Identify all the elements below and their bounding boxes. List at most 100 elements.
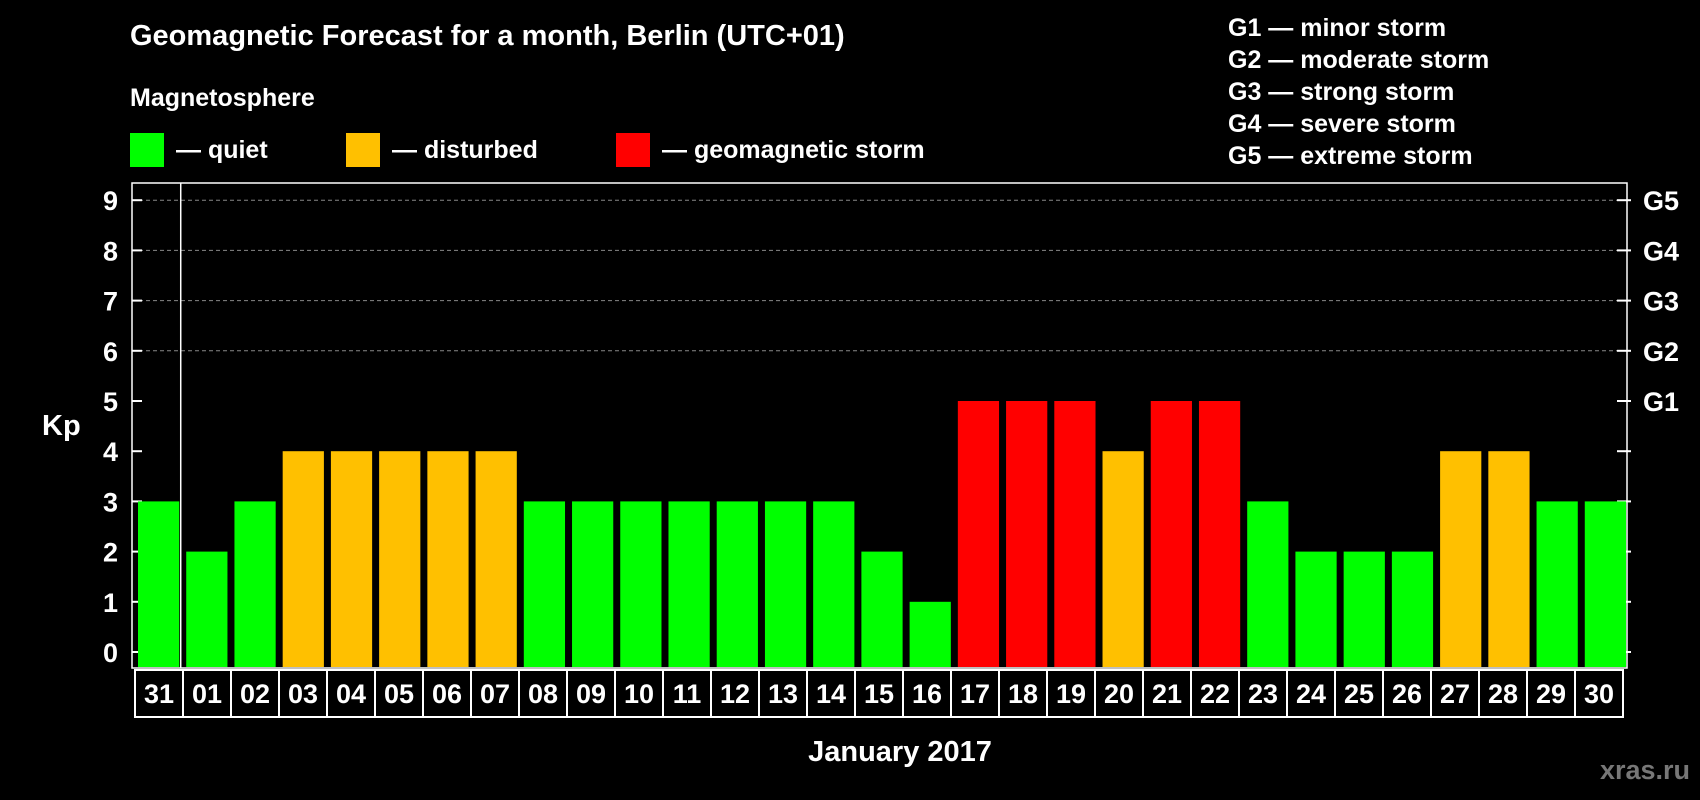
y-tick-label-8: 8 (103, 236, 118, 266)
x-tick-label-29: 29 (1536, 679, 1566, 709)
legend-label-quiet: — quiet (176, 135, 268, 164)
bar-12 (716, 501, 758, 667)
x-tick-label-20: 20 (1104, 679, 1134, 709)
x-tick-label-21: 21 (1152, 679, 1182, 709)
right-tick-label-g4: G4 (1643, 236, 1679, 266)
legend-disturbed: — disturbed (346, 133, 538, 167)
bar-25 (1343, 551, 1385, 667)
legend-label-storm: — geomagnetic storm (662, 135, 925, 164)
chart-title: Geomagnetic Forecast for a month, Berlin… (130, 20, 845, 52)
bar-29 (1536, 501, 1578, 667)
bar-18 (1006, 401, 1048, 667)
storm-scale-legend: G1 — minor storm G2 — moderate storm G3 … (1228, 12, 1489, 172)
bar-08 (523, 501, 566, 667)
bar-27 (1440, 451, 1482, 667)
x-tick-label-13: 13 (768, 679, 798, 709)
bar-15 (861, 551, 903, 667)
x-tick-label-24: 24 (1296, 679, 1326, 709)
x-tick-label-15: 15 (864, 679, 894, 709)
bar-30 (1584, 501, 1626, 667)
x-tick-label-19: 19 (1056, 679, 1086, 709)
x-tick-label-22: 22 (1200, 679, 1230, 709)
x-tick-label-05: 05 (384, 679, 414, 709)
chart-subtitle: Magnetosphere (130, 84, 315, 112)
x-tick-label-18: 18 (1008, 679, 1038, 709)
x-tick-label-16: 16 (912, 679, 942, 709)
y-tick-label-2: 2 (103, 538, 118, 568)
legend-label-disturbed: — disturbed (392, 135, 538, 164)
bar-03 (282, 451, 324, 667)
x-axis-label: January 2017 (808, 736, 992, 768)
bar-26 (1391, 551, 1434, 667)
storm-scale-g1: G1 — minor storm (1228, 14, 1447, 42)
legend-swatch-disturbed (346, 133, 380, 167)
right-tick-label-g5: G5 (1643, 186, 1679, 216)
storm-scale-g4: G4 — severe storm (1228, 110, 1456, 138)
watermark: xras.ru (1599, 755, 1690, 785)
legend-quiet: — quiet (130, 133, 268, 167)
y-tick-label-0: 0 (103, 638, 118, 668)
x-tick-label-28: 28 (1488, 679, 1518, 709)
bar-23 (1247, 501, 1289, 667)
legend-storm: — geomagnetic storm (616, 133, 925, 167)
legend-swatch-storm (616, 133, 650, 167)
bar-14 (813, 501, 855, 667)
y-tick-label-7: 7 (103, 287, 118, 317)
x-tick-label-09: 09 (576, 679, 606, 709)
y-tick-label-4: 4 (103, 437, 118, 467)
bar-11 (668, 501, 710, 667)
x-tick-label-07: 07 (480, 679, 510, 709)
x-tick-label-02: 02 (240, 679, 270, 709)
storm-scale-g2: G2 — moderate storm (1228, 46, 1490, 74)
x-tick-label-10: 10 (624, 679, 654, 709)
bar-07 (475, 451, 517, 667)
bar-20 (1102, 451, 1144, 667)
x-tick-label-11: 11 (673, 679, 702, 709)
x-tick-label-14: 14 (816, 679, 846, 709)
bar-04 (330, 451, 373, 667)
x-tick-label-17: 17 (960, 679, 990, 709)
legend-swatch-quiet (130, 133, 164, 167)
x-tick-label-04: 04 (336, 679, 366, 709)
right-tick-label-g2: G2 (1643, 337, 1679, 367)
bar-16 (909, 601, 951, 667)
bar-22 (1198, 401, 1241, 667)
storm-scale-g5: G5 — extreme storm (1228, 142, 1473, 170)
bar-06 (427, 451, 469, 667)
y-tick-label-5: 5 (103, 387, 118, 417)
y-tick-label-6: 6 (103, 337, 118, 367)
bar-31 (138, 501, 180, 667)
x-tick-label-03: 03 (288, 679, 318, 709)
bar-21 (1150, 401, 1192, 667)
right-tick-label-g3: G3 (1643, 287, 1679, 317)
x-tick-label-23: 23 (1248, 679, 1278, 709)
x-tick-label-12: 12 (720, 679, 750, 709)
y-tick-label-1: 1 (103, 588, 118, 618)
bar-19 (1054, 401, 1096, 667)
y-tick-label-3: 3 (103, 487, 118, 517)
plot-frame (131, 182, 1628, 669)
x-tick-label-26: 26 (1392, 679, 1422, 709)
bar-01 (186, 551, 228, 667)
x-tick-label-30: 30 (1584, 679, 1614, 709)
right-tick-label-g1: G1 (1643, 387, 1679, 417)
x-tick-label-27: 27 (1440, 679, 1470, 709)
bar-28 (1488, 451, 1530, 667)
bar-24 (1295, 551, 1337, 667)
x-tick-label-06: 06 (432, 679, 462, 709)
y-axis-label: Kp (42, 410, 81, 442)
bar-17 (957, 401, 1000, 667)
date-strip (134, 669, 1624, 718)
bar-13 (764, 501, 807, 667)
y-tick-label-9: 9 (103, 186, 118, 216)
bar-10 (620, 501, 662, 667)
bar-05 (379, 451, 421, 667)
bar-02 (234, 501, 276, 667)
x-tick-label-08: 08 (528, 679, 558, 709)
x-tick-label-31: 31 (144, 679, 174, 709)
bar-09 (572, 501, 614, 667)
x-tick-label-25: 25 (1344, 679, 1374, 709)
storm-scale-g3: G3 — strong storm (1228, 78, 1455, 106)
x-tick-label-01: 01 (192, 679, 222, 709)
